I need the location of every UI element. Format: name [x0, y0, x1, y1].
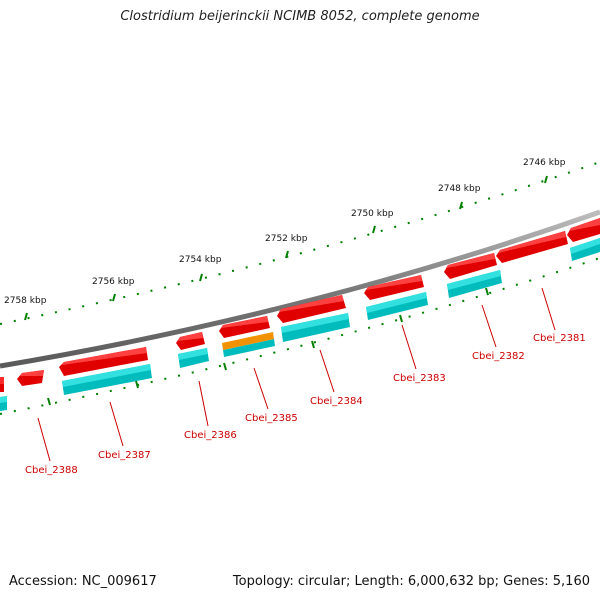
- kbp-label-2758: 2758 kbp: [4, 296, 47, 306]
- cds-feature[interactable]: [496, 231, 568, 263]
- kbp-label-2756: 2756 kbp: [92, 277, 135, 287]
- gene-feature[interactable]: [570, 238, 600, 261]
- cds-feature[interactable]: [59, 347, 148, 376]
- cds-feature[interactable]: [444, 253, 497, 279]
- gene-label-cbei-2384: Cbei_2384: [310, 396, 363, 407]
- inner-scale: [0, 257, 600, 415]
- gene-label-cbei-2381: Cbei_2381: [533, 333, 586, 344]
- major-ticks: [24, 175, 548, 321]
- gene-feature[interactable]: [223, 339, 275, 357]
- cds-feature[interactable]: [219, 316, 270, 338]
- cds-features: [0, 218, 600, 392]
- inner-major-ticks: [47, 287, 489, 406]
- kbp-label-2748: 2748 kbp: [438, 184, 481, 194]
- map-title: Clostridium beijerinckii NCIMB 8052, com…: [120, 9, 480, 24]
- kbp-label-2752: 2752 kbp: [265, 234, 308, 244]
- gene-features: [0, 238, 600, 411]
- gene-feature[interactable]: [178, 348, 209, 368]
- cds-feature[interactable]: [277, 295, 346, 323]
- gene-label-cbei-2387: Cbei_2387: [98, 450, 151, 461]
- cds-feature[interactable]: [176, 332, 205, 350]
- cds-feature[interactable]: [17, 370, 44, 386]
- genome-backbone: [0, 209, 600, 369]
- gene-feature[interactable]: [0, 396, 7, 411]
- kbp-label-2754: 2754 kbp: [179, 255, 222, 265]
- accession-text: Accession: NC_009617: [9, 574, 157, 589]
- gene-feature[interactable]: [281, 313, 350, 342]
- gene-label-cbei-2385: Cbei_2385: [245, 413, 298, 424]
- gene-feature[interactable]: [222, 332, 274, 350]
- outer-scale: 2746 kbp 2748 kbp 2750 kbp 2752 kbp 2754…: [0, 158, 600, 325]
- gene-feature[interactable]: [447, 270, 502, 298]
- topology-text: Topology: circular; Length: 6,000,632 bp…: [232, 574, 590, 589]
- gene-label-cbei-2383: Cbei_2383: [393, 373, 446, 384]
- gene-label-cbei-2382: Cbei_2382: [472, 351, 525, 362]
- gene-feature[interactable]: [366, 292, 428, 320]
- cds-feature[interactable]: [0, 377, 4, 392]
- kbp-label-2746: 2746 kbp: [523, 158, 566, 168]
- kbp-label-2750: 2750 kbp: [351, 209, 394, 219]
- gene-label-cbei-2386: Cbei_2386: [184, 430, 237, 441]
- cds-feature[interactable]: [364, 275, 424, 300]
- gene-feature[interactable]: [62, 364, 152, 395]
- gene-label-cbei-2388: Cbei_2388: [25, 465, 78, 476]
- cds-feature[interactable]: [567, 218, 600, 242]
- gene-leader-lines: [37, 287, 556, 462]
